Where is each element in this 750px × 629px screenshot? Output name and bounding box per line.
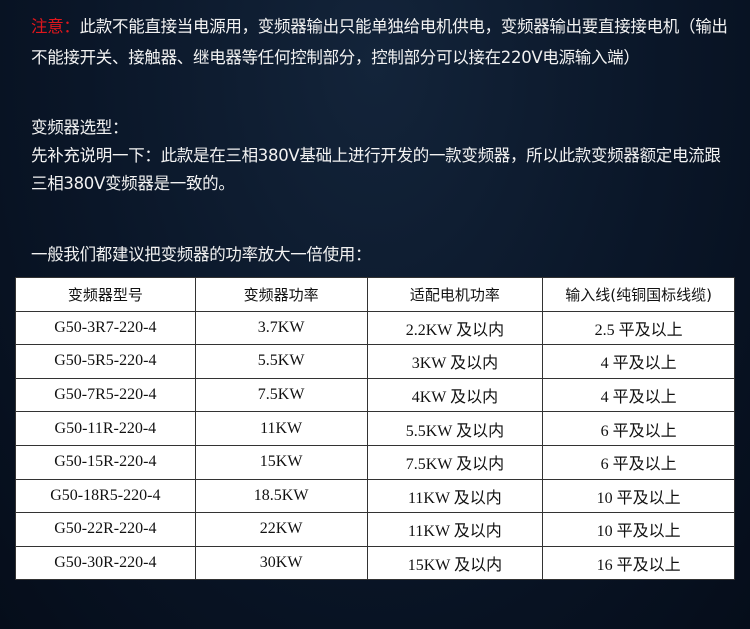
table-row: G50-11R-220-4 11KW 5.5KW 及以内 6 平及以上 — [15, 411, 735, 446]
header-input-cable: 输入线(纯铜国标线缆) — [542, 277, 735, 312]
selection-title: 变频器选型： — [31, 118, 129, 137]
model-cell: G50-5R5-220-4 — [15, 344, 196, 379]
model-cell: G50-18R5-220-4 — [15, 478, 196, 514]
power-cell: 22KW — [194, 512, 368, 547]
header-motor-power: 适配电机功率 — [366, 277, 544, 312]
motor-power-cell: 2.2KW 及以内 — [366, 310, 544, 346]
model-cell: G50-15R-220-4 — [15, 444, 196, 480]
notice-line-1: 注意：此款不能直接当电源用，变频器输出只能单独给电机供电，变频器输出要直接接电机… — [31, 17, 728, 37]
cable-cell: 10 平及以上 — [542, 478, 735, 514]
cable-cell: 16 平及以上 — [542, 545, 735, 581]
power-cell: 11KW — [194, 411, 368, 446]
cable-cell: 4 平及以上 — [542, 344, 735, 379]
table-row: G50-7R5-220-4 7.5KW 4KW 及以内 4 平及以上 — [15, 377, 735, 413]
power-cell: 30KW — [194, 545, 368, 581]
motor-power-cell: 4KW 及以内 — [366, 377, 544, 413]
motor-power-cell: 3KW 及以内 — [366, 344, 544, 379]
table-row: G50-18R5-220-4 18.5KW 11KW 及以内 10 平及以上 — [15, 478, 735, 514]
model-cell: G50-3R7-220-4 — [15, 310, 196, 346]
cable-cell: 6 平及以上 — [542, 411, 735, 446]
table-row: G50-22R-220-4 22KW 11KW 及以内 10 平及以上 — [15, 512, 735, 547]
model-cell: G50-7R5-220-4 — [15, 377, 196, 413]
power-cell: 7.5KW — [194, 377, 368, 413]
motor-power-cell: 11KW 及以内 — [366, 478, 544, 514]
model-cell: G50-22R-220-4 — [15, 512, 196, 547]
notice-label: 注意： — [31, 17, 80, 36]
power-cell: 3.7KW — [194, 310, 368, 346]
model-cell: G50-30R-220-4 — [15, 545, 196, 581]
model-cell: G50-11R-220-4 — [15, 411, 196, 446]
cable-cell: 6 平及以上 — [542, 444, 735, 480]
power-cell: 15KW — [194, 444, 368, 480]
table-row: G50-15R-220-4 15KW 7.5KW 及以内 6 平及以上 — [15, 444, 735, 480]
header-power: 变频器功率 — [194, 277, 368, 312]
cable-cell: 4 平及以上 — [542, 377, 735, 413]
table-row: G50-5R5-220-4 5.5KW 3KW 及以内 4 平及以上 — [15, 344, 735, 379]
selection-line-2: 三相380V变频器是一致的。 — [31, 174, 235, 193]
motor-power-cell: 15KW 及以内 — [366, 545, 544, 581]
notice-line-2: 不能接开关、接触器、继电器等任何控制部分，控制部分可以接在220V电源输入端） — [31, 48, 640, 67]
power-cell: 5.5KW — [194, 344, 368, 379]
motor-power-cell: 7.5KW 及以内 — [366, 444, 544, 480]
table-header-row: 变频器型号 变频器功率 适配电机功率 输入线(纯铜国标线缆) — [15, 277, 735, 312]
cable-cell: 10 平及以上 — [542, 512, 735, 547]
notice-text-1: 此款不能直接当电源用，变频器输出只能单独给电机供电，变频器输出要直接接电机（输出 — [79, 17, 728, 36]
selection-line-1: 先补充说明一下：此款是在三相380V基础上进行开发的一款变频器，所以此款变频器额… — [31, 146, 721, 165]
header-model: 变频器型号 — [15, 277, 196, 312]
vfd-selection-table: 变频器型号 变频器功率 适配电机功率 输入线(纯铜国标线缆) G50-3R7-2… — [15, 277, 735, 581]
cable-cell: 2.5 平及以上 — [542, 310, 735, 346]
motor-power-cell: 5.5KW 及以内 — [366, 411, 544, 446]
table-row: G50-3R7-220-4 3.7KW 2.2KW 及以内 2.5 平及以上 — [15, 310, 735, 346]
motor-power-cell: 11KW 及以内 — [366, 512, 544, 547]
table-row: G50-30R-220-4 30KW 15KW 及以内 16 平及以上 — [15, 545, 735, 581]
recommendation-text: 一般我们都建议把变频器的功率放大一倍使用： — [31, 245, 372, 264]
power-cell: 18.5KW — [194, 478, 368, 514]
